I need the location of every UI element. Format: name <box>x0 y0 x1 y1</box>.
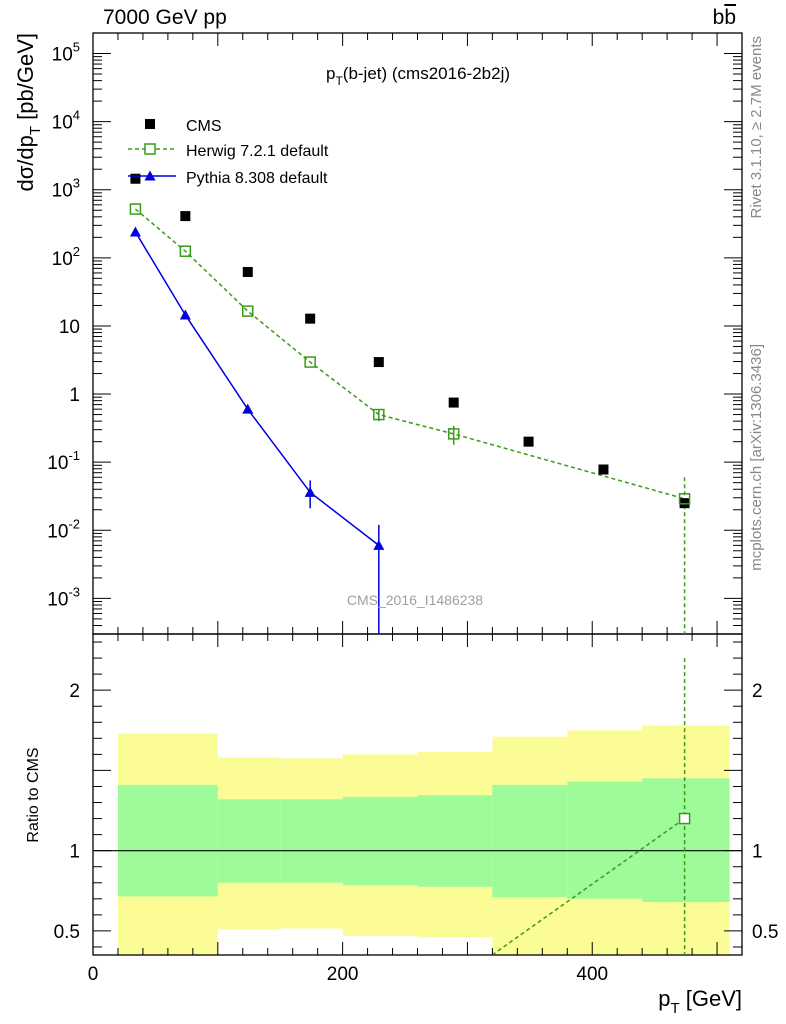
y-tick-label: 104 <box>52 108 80 134</box>
legend-herwig-label: Herwig 7.2.1 default <box>186 143 329 160</box>
herwig-point <box>179 245 192 257</box>
cms-point <box>242 266 253 277</box>
ratio-herwig-line <box>491 817 686 956</box>
x-axis-label-rest: [GeV] <box>680 986 742 1011</box>
cms-point <box>130 173 141 184</box>
ratio-band-inner <box>117 784 218 897</box>
y-tick-label-exp: -3 <box>68 584 80 599</box>
ratio-tick-label-right: 0.5 <box>752 922 778 943</box>
final-state-bbar: b <box>724 6 736 29</box>
x-tick-label: 0 <box>88 964 99 985</box>
herwig-point <box>242 305 254 317</box>
legend-cms-label: CMS <box>186 118 222 135</box>
side-label-rivet: Rivet 3.1.10, ≥ 2.7M events <box>748 36 765 219</box>
y-tick-label: 10-2 <box>47 516 80 542</box>
y-tick-label: 105 <box>52 40 80 66</box>
y-tick-label-exp: -1 <box>68 448 80 463</box>
y-axis-label-pre: dσ/dp <box>13 135 38 191</box>
legend-cms-marker <box>145 119 155 129</box>
ratio-tick-label-left: 1 <box>69 842 80 863</box>
pythia-point <box>129 226 141 237</box>
final-state-b: b <box>712 6 725 29</box>
pythia-point <box>304 486 316 497</box>
cms-point <box>598 464 609 475</box>
side-label-mcplots: mcplots.cern.ch [arXiv:1306.3436] <box>748 344 765 571</box>
header-process: 7000 GeV pp <box>103 6 227 29</box>
herwig-point <box>447 428 460 440</box>
cms-point <box>305 313 316 324</box>
chart-title-main: p <box>326 64 335 83</box>
y-tick-label: 102 <box>52 244 80 270</box>
ratio-band-inner <box>280 799 343 883</box>
y-tick-label: 1 <box>69 385 80 406</box>
pythia-point <box>179 309 191 320</box>
cms-point <box>180 211 191 222</box>
chart-title: pT(b-jet) (cms2016-2b2j) <box>326 64 510 88</box>
y-tick-label: 10 <box>59 317 80 338</box>
ratio-band-inner <box>567 781 643 899</box>
y-tick-label-base: 10 <box>52 249 73 270</box>
chart-title-sub: T <box>335 74 343 88</box>
axes-layer <box>92 32 743 955</box>
herwig-point <box>373 408 385 421</box>
ratio-axis-label: Ratio to CMS <box>25 747 42 842</box>
watermark: CMS_2016_I1486238 <box>347 592 483 608</box>
pythia-point <box>373 539 385 550</box>
legend-herwig-marker <box>144 143 156 155</box>
y-tick-label-exp: 2 <box>73 244 80 259</box>
x-tick-label: 200 <box>327 964 359 985</box>
legend-pythia-label: Pythia 8.308 default <box>186 170 328 187</box>
ratio-herwig-point <box>678 812 691 825</box>
cms-point <box>373 357 384 368</box>
ratio-tick-label-left: 0.5 <box>54 922 80 943</box>
y-tick-label-base: 10 <box>52 181 73 202</box>
x-axis-label-sub: T <box>670 1000 679 1017</box>
x-tick-label: 400 <box>576 964 608 985</box>
herwig-point <box>129 203 142 215</box>
y-tick-label-exp: -2 <box>68 516 80 531</box>
y-tick-label-base: 10 <box>47 453 68 474</box>
y-axis-label: dσ/dpT [pb/GeV] <box>13 33 44 192</box>
ratio-band-inner <box>417 795 493 887</box>
ratio-tick-label-left: 2 <box>69 681 80 702</box>
y-axis-label-sub: T <box>27 126 44 135</box>
ratio-band-inner <box>642 778 730 903</box>
y-axis-label-post: [pb/GeV] <box>13 33 38 126</box>
header-final-state: bb <box>713 6 736 30</box>
pythia-line <box>134 231 380 546</box>
y-tick-label: 103 <box>52 176 80 202</box>
y-tick-label-base: 10 <box>47 589 68 610</box>
series-layer <box>128 119 691 956</box>
x-axis-label: pT [GeV] <box>658 986 742 1017</box>
y-tick-label-exp: 5 <box>73 40 80 55</box>
ratio-band-inner <box>342 796 418 886</box>
y-tick-label-exp: 4 <box>73 108 80 123</box>
herwig-line <box>134 208 685 500</box>
herwig-point <box>304 356 316 368</box>
y-tick-label-exp: 3 <box>73 176 80 191</box>
y-tick-label-base: 10 <box>47 521 68 542</box>
legend-pythia-marker <box>144 170 156 181</box>
chart-title-rest: (b-jet) (cms2016-2b2j) <box>343 64 510 83</box>
cms-point <box>523 436 534 447</box>
ratio-tick-label-right: 2 <box>752 681 763 702</box>
ratio-band <box>93 725 742 955</box>
y-tick-label-base: 10 <box>52 113 73 134</box>
y-tick-label-base: 10 <box>52 45 73 66</box>
y-tick-label: 10-1 <box>47 448 80 474</box>
y-tick-label: 10-3 <box>47 584 80 610</box>
ratio-band-inner <box>217 799 281 883</box>
ratio-band-inner <box>492 784 568 898</box>
herwig-point <box>678 493 691 505</box>
pythia-point <box>242 403 254 414</box>
ratio-tick-label-right: 1 <box>752 842 763 863</box>
cms-point <box>448 397 459 408</box>
x-axis-label-main: p <box>658 986 670 1011</box>
